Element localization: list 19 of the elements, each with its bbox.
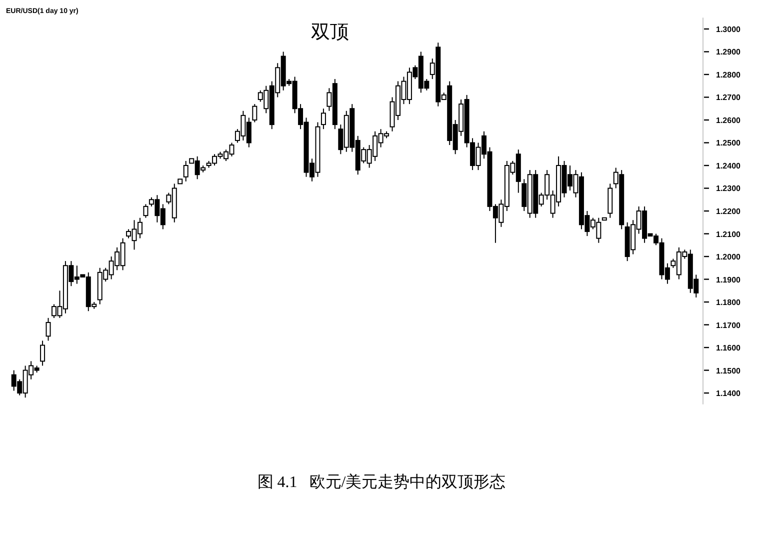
- y-tick-label: 1.1600: [716, 344, 742, 353]
- y-tick-label: 1.3000: [716, 24, 742, 34]
- title: 双顶: [311, 22, 349, 43]
- y-tick-label: 1.2700: [716, 93, 742, 102]
- y-tick-label: 1.2600: [716, 116, 742, 125]
- y-tick-label: 1.1800: [716, 298, 742, 308]
- y-tick-label: 1.2900: [716, 48, 742, 57]
- annotation: 图 4.1 欧元/美元走势中的双顶形态: [257, 474, 506, 491]
- y-tick-label: 1.2100: [716, 230, 742, 239]
- y-tick-label: 1.1500: [716, 366, 742, 376]
- y-tick-label: 1.2300: [716, 184, 742, 194]
- y-tick-label: 1.2500: [716, 138, 742, 148]
- y-tick-label: 1.2800: [716, 70, 742, 80]
- y-tick-label: 1.2000: [716, 252, 742, 262]
- y-tick-label: 1.1900: [716, 275, 742, 284]
- y-tick-label: 1.2400: [716, 161, 742, 170]
- y-tick-label: 1.2200: [716, 207, 742, 216]
- y-tick-label: 1.1400: [716, 389, 742, 398]
- y-tick-label: 1.1700: [716, 320, 742, 330]
